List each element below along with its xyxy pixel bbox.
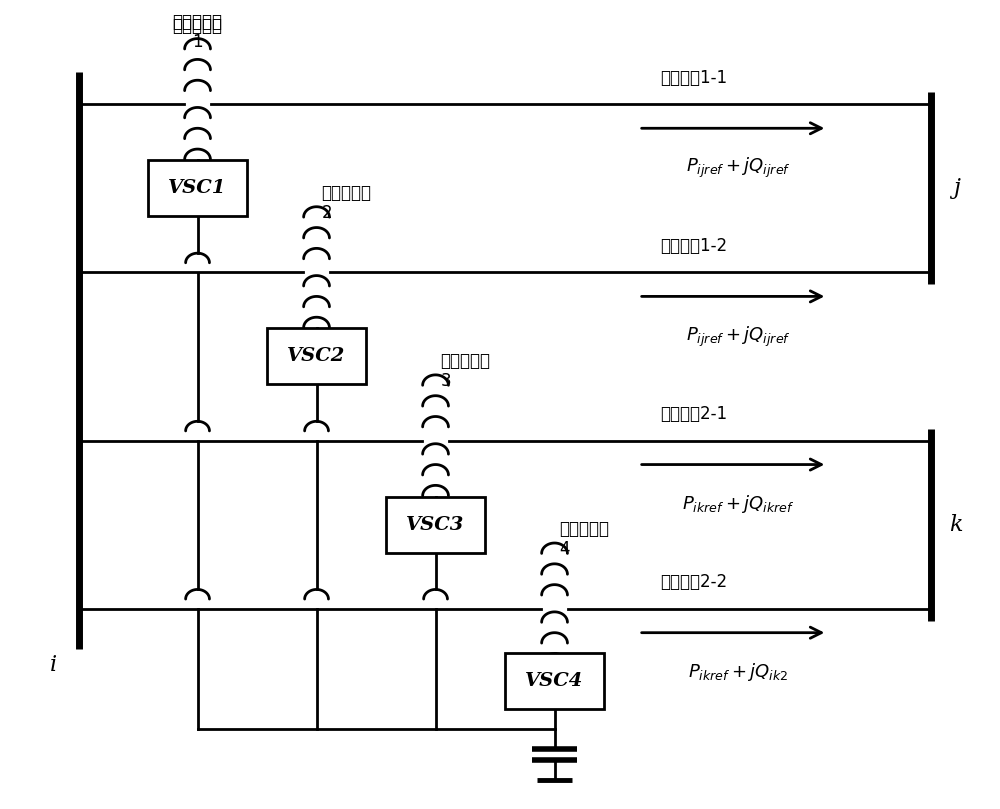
FancyBboxPatch shape <box>386 497 485 553</box>
Text: 3: 3 <box>441 372 451 390</box>
Text: 串联变压器: 串联变压器 <box>441 352 491 370</box>
FancyBboxPatch shape <box>148 160 247 216</box>
Text: $P_{ijref}+jQ_{ijref}$: $P_{ijref}+jQ_{ijref}$ <box>686 156 790 180</box>
Text: 1: 1 <box>192 32 203 51</box>
Text: 主控线路1-2: 主控线路1-2 <box>660 237 727 255</box>
Text: $P_{ijref}+jQ_{ijref}$: $P_{ijref}+jQ_{ijref}$ <box>686 324 790 349</box>
Text: 2: 2 <box>322 204 332 222</box>
Text: 串联变压器: 串联变压器 <box>173 17 223 35</box>
Text: VSC1: VSC1 <box>168 180 227 197</box>
Text: VSC3: VSC3 <box>406 515 465 534</box>
Text: 辅控线路2-2: 辅控线路2-2 <box>660 573 727 591</box>
Text: 串联变压器: 串联变压器 <box>322 184 372 202</box>
Text: 主控线路2-1: 主控线路2-1 <box>660 405 727 423</box>
FancyBboxPatch shape <box>505 653 604 709</box>
Text: VSC4: VSC4 <box>525 671 584 690</box>
Text: 串联变压器: 串联变压器 <box>560 520 610 538</box>
Text: $P_{ikref}+jQ_{ik2}$: $P_{ikref}+jQ_{ik2}$ <box>688 661 788 683</box>
FancyBboxPatch shape <box>267 328 366 384</box>
Text: $P_{ikref}+jQ_{ikref}$: $P_{ikref}+jQ_{ikref}$ <box>682 493 794 515</box>
Text: j: j <box>953 177 960 199</box>
Text: k: k <box>949 514 963 536</box>
Text: 串联变压器: 串联变压器 <box>173 13 223 31</box>
Text: 主控线路1-1: 主控线路1-1 <box>660 69 727 87</box>
Text: 4: 4 <box>560 540 570 558</box>
Text: VSC2: VSC2 <box>287 347 346 366</box>
Text: i: i <box>50 654 57 676</box>
